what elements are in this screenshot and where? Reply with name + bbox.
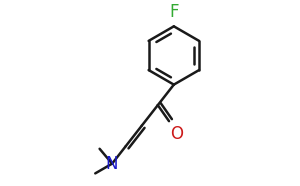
Text: N: N bbox=[106, 155, 118, 173]
Text: O: O bbox=[170, 125, 183, 143]
Text: F: F bbox=[169, 3, 178, 21]
